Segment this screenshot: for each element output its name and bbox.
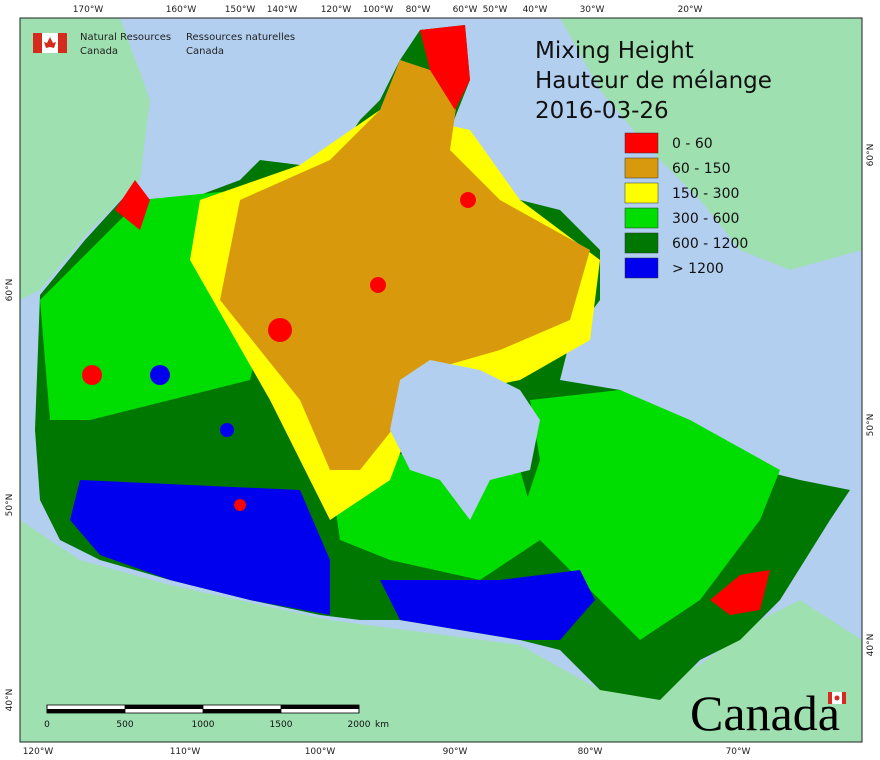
- right-axis-label: 60°N: [866, 144, 876, 167]
- wordmark-text: Canada: [690, 685, 840, 741]
- scale-bar: 0 500 1000 1500 2000 km: [44, 704, 389, 730]
- title: Mixing Height: [535, 38, 694, 64]
- legend-swatch: [624, 232, 659, 254]
- agency-en: Natural Resources: [80, 32, 171, 43]
- legend: 0 - 60 60 - 150 150 - 300 300 - 600 600 - 12…: [624, 132, 748, 279]
- legend-label: > 1200: [672, 261, 724, 277]
- spot-0-60: [82, 365, 102, 385]
- region-300-600: [520, 390, 780, 640]
- map-border: [19, 17, 863, 743]
- region-0-60: [710, 570, 770, 615]
- agency-fr: Canada: [186, 46, 224, 57]
- region-over-1200: [70, 480, 330, 615]
- scale-bar-segment: [203, 709, 281, 713]
- region-over-1200: [380, 570, 595, 640]
- legend-swatch: [624, 182, 659, 204]
- legend-swatch: [624, 132, 659, 154]
- top-axis-label: 170°W: [73, 5, 104, 15]
- region-60-150: [220, 60, 590, 470]
- left-axis-label: 40°N: [5, 689, 15, 712]
- flag-bar: [58, 33, 67, 53]
- title: 2016-03-26: [535, 98, 669, 124]
- agency-en: Canada: [80, 46, 118, 57]
- region-0-60: [420, 25, 470, 110]
- wordmark-flag-bar: [842, 692, 846, 704]
- bottom-axis-label: 120°W: [23, 747, 54, 757]
- flag-bar: [33, 33, 42, 53]
- left-axis-label: 50°N: [5, 494, 15, 517]
- scale-bar-label: 0: [44, 720, 50, 730]
- agency-fr: Ressources naturelles: [186, 32, 295, 43]
- legend-label: 150 - 300: [672, 186, 739, 202]
- scale-bar-label: 2000: [348, 720, 371, 730]
- legend-swatch: [624, 207, 659, 229]
- right-axis-label: 50°N: [866, 414, 876, 437]
- scale-bar-label: 500: [116, 720, 133, 730]
- bottom-axis-label: 80°W: [578, 747, 603, 757]
- wordmark: Canada: [690, 685, 846, 741]
- axes: 170°W 160°W 150°W 140°W 120°W 100°W 80°W 60°W 50…: [5, 5, 876, 757]
- top-axis-label: 50°W: [483, 5, 508, 15]
- top-axis-label: 100°W: [363, 5, 394, 15]
- title: Hauteur de mélange: [535, 68, 772, 94]
- legend-label: 0 - 60: [672, 136, 713, 152]
- scale-bar-label: 1500: [270, 720, 293, 730]
- legend-label: 300 - 600: [672, 211, 739, 227]
- bottom-axis-label: 70°W: [726, 747, 751, 757]
- spot-0-60: [460, 192, 476, 208]
- top-axis-label: 120°W: [321, 5, 352, 15]
- region-0-60: [115, 180, 150, 230]
- map-frame: [19, 17, 863, 743]
- spot-over-1200: [220, 423, 234, 437]
- left-axis-label: 60°N: [5, 279, 15, 302]
- top-axis-label: 40°W: [523, 5, 548, 15]
- right-axis-label: 40°N: [866, 634, 876, 657]
- maple-leaf: [44, 37, 56, 48]
- spot-0-60: [370, 277, 386, 293]
- top-axis-label: 80°W: [406, 5, 431, 15]
- bottom-axis-label: 90°W: [443, 747, 468, 757]
- bottom-axis-label: 110°W: [170, 747, 201, 757]
- bottom-axis-label: 100°W: [305, 747, 336, 757]
- legend-swatch: [624, 257, 659, 279]
- scale-bar-segment: [47, 709, 125, 713]
- scale-bar-unit: km: [375, 720, 389, 730]
- scale-bar-segment: [125, 705, 203, 709]
- legend-swatch: [624, 157, 659, 179]
- scale-bar-segment: [281, 705, 359, 709]
- top-axis-label: 150°W: [225, 5, 256, 15]
- top-axis-label: 160°W: [166, 5, 197, 15]
- top-axis-label: 140°W: [267, 5, 298, 15]
- scale-bar-label: 1000: [192, 720, 215, 730]
- spot-0-60: [234, 499, 246, 511]
- top-axis-label: 30°W: [580, 5, 605, 15]
- greenland: [560, 18, 862, 270]
- top-axis-label: 60°W: [453, 5, 478, 15]
- spot-over-1200: [150, 365, 170, 385]
- wordmark-leaf: [834, 695, 840, 701]
- top-axis-label: 20°W: [678, 5, 703, 15]
- hudson-bay: [390, 360, 540, 520]
- header: Natural Resources Canada Ressources natu…: [33, 32, 295, 57]
- legend-label: 60 - 150: [672, 161, 731, 177]
- legend-label: 600 - 1200: [672, 236, 748, 252]
- spot-0-60: [268, 318, 292, 342]
- alaska: [20, 18, 150, 300]
- wordmark-flag-bar: [828, 692, 832, 704]
